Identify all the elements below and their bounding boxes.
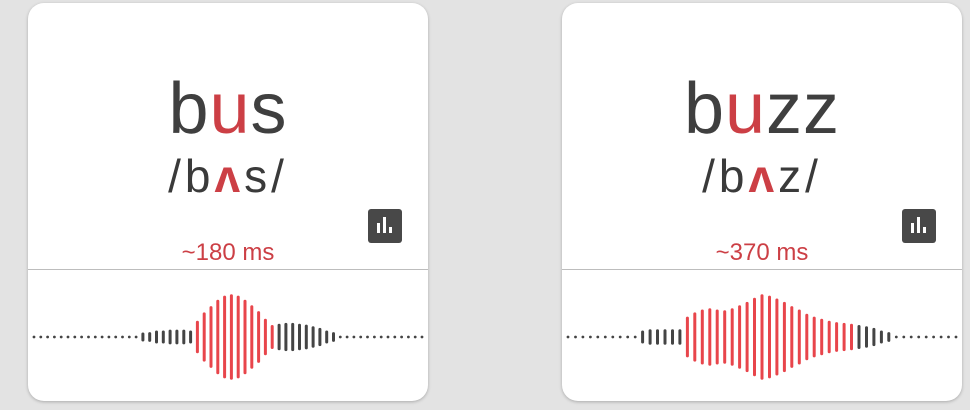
waveform-dot <box>947 335 950 339</box>
waveform-dot <box>359 335 363 339</box>
waveform-dot <box>939 335 943 339</box>
bar-chart-icon-bar <box>377 223 380 233</box>
bar-chart-icon-bar <box>383 217 386 233</box>
word: buzz <box>562 68 962 150</box>
waveform-dot <box>121 335 124 339</box>
waveform-dot <box>114 335 118 339</box>
waveform-dot <box>603 335 607 339</box>
divider <box>562 269 962 270</box>
waveform-dot <box>127 335 131 339</box>
bar-chart-icon[interactable] <box>902 209 936 243</box>
waveform-dot <box>46 335 49 339</box>
waveform-dot <box>420 335 424 339</box>
waveform-dot <box>107 335 111 339</box>
ipa-part: /b <box>702 150 749 202</box>
waveform-dot <box>100 335 104 339</box>
waveform-dot <box>596 335 600 339</box>
bar-chart-icon[interactable] <box>368 209 402 243</box>
waveform-dot <box>32 335 36 339</box>
bar-chart-icon-bar <box>911 223 914 233</box>
waveform-dot <box>917 335 921 339</box>
word-part: b <box>168 69 210 149</box>
waveform-dot <box>581 335 585 339</box>
waveform-dot <box>924 335 928 339</box>
waveform-dot <box>373 335 376 339</box>
word-part: b <box>683 69 725 149</box>
waveform-dot <box>633 335 637 339</box>
waveform-dot <box>611 335 615 339</box>
ipa-transcription: /bʌz/ <box>562 148 962 204</box>
word-part: zz <box>766 69 841 149</box>
divider <box>28 269 428 270</box>
word-card-bus[interactable]: bus /bʌs/ ~180 ms <box>28 3 428 401</box>
waveform-dot <box>93 335 97 339</box>
waveform-dot <box>566 335 570 339</box>
waveform-dot <box>909 335 913 339</box>
ipa-part: s/ <box>244 150 288 202</box>
word-card-buzz[interactable]: buzz /bʌz/ ~370 ms <box>562 3 962 401</box>
waveform-dot <box>59 335 63 339</box>
ipa-highlight: ʌ <box>748 150 779 202</box>
waveform-dot <box>80 335 83 339</box>
waveform-dot <box>393 335 397 339</box>
word-highlight: u <box>725 69 767 149</box>
ipa-part: z/ <box>778 150 822 202</box>
bar-chart-icon-bar <box>923 227 926 233</box>
waveform-dot <box>407 335 410 339</box>
waveform-dot <box>954 335 958 339</box>
waveform[interactable] <box>562 271 962 401</box>
ipa-part: /b <box>168 150 215 202</box>
waveform-dot <box>589 335 592 339</box>
word: bus <box>28 68 428 150</box>
waveform-dot <box>902 335 906 339</box>
waveform-dot <box>400 335 403 339</box>
waveform-dot <box>39 335 43 339</box>
waveform-dot <box>379 335 383 339</box>
waveform-dot <box>134 335 138 339</box>
waveform-dot <box>53 335 56 339</box>
waveform-dot <box>366 335 369 339</box>
bar-chart-icon-bar <box>917 217 920 233</box>
waveform-dot <box>66 335 70 339</box>
ipa-transcription: /bʌs/ <box>28 148 428 204</box>
waveform-dot <box>618 335 622 339</box>
duration-label: ~180 ms <box>181 239 275 266</box>
waveform-dot <box>338 335 342 339</box>
waveform-dot <box>932 335 935 339</box>
waveform-dot <box>73 335 77 339</box>
duration-label: ~370 ms <box>715 239 809 266</box>
waveform-dot <box>574 335 577 339</box>
ipa-highlight: ʌ <box>214 150 245 202</box>
waveform-dot <box>345 335 349 339</box>
bar-chart-icon-bar <box>389 227 392 233</box>
word-part: s <box>250 69 288 149</box>
waveform-dot <box>386 335 390 339</box>
waveform[interactable] <box>28 271 428 401</box>
word-highlight: u <box>209 69 251 149</box>
waveform-dot <box>894 335 898 339</box>
waveform-dot <box>626 335 630 339</box>
waveform-dot <box>87 335 90 339</box>
waveform-dot <box>413 335 417 339</box>
waveform-dot <box>352 335 356 339</box>
